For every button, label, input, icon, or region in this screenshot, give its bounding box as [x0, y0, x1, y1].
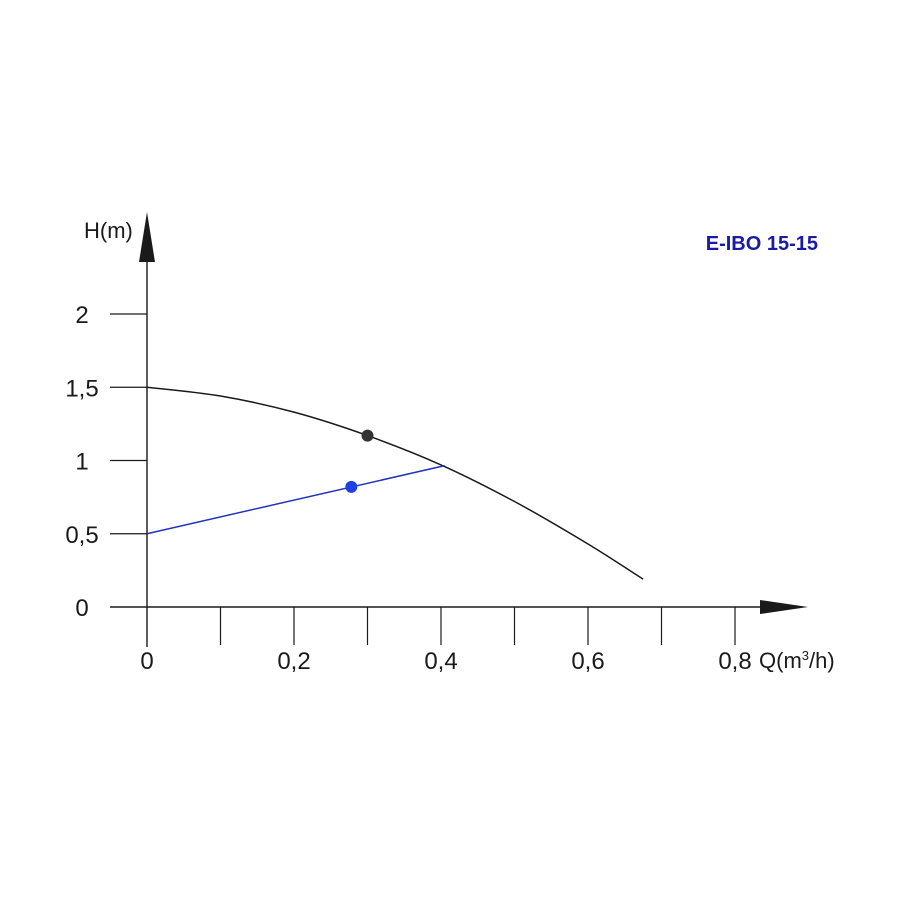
x-axis-label: Q(m3/h)	[759, 648, 835, 673]
x-tick-label: 0,6	[571, 648, 604, 675]
series-line-0	[146, 386, 644, 580]
x-tick-label: 0,2	[277, 648, 310, 675]
chart-title: E-IBO 15-15	[706, 233, 818, 255]
series-line-1	[146, 464, 445, 535]
ticks	[110, 313, 736, 645]
y-axis-label: H(m)	[84, 218, 133, 243]
x-tick-label: 0,8	[718, 648, 751, 675]
y-tick-label: 1,5	[65, 375, 98, 402]
y-tick-label: 0,5	[65, 522, 98, 549]
y-tick-label: 1	[75, 449, 88, 476]
x-tick-label: 0,4	[424, 648, 457, 675]
y-axis-arrow	[139, 212, 155, 262]
y-tick-label: 0	[75, 595, 88, 622]
x-axis-arrow	[760, 600, 808, 614]
labels: 0 0,5 1 1,5 2 0 0,2 0,4 0,6 0,8 H(m) Q(m3/h)	[65, 218, 834, 675]
y-tick-label: 2	[75, 302, 88, 329]
series-layer	[146, 386, 644, 580]
series-marker-1	[345, 480, 358, 493]
axes	[110, 212, 808, 647]
x-tick-label: 0	[140, 648, 153, 675]
series-marker-0	[361, 429, 374, 442]
